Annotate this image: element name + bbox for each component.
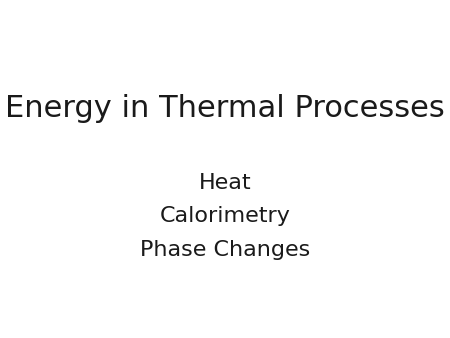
Text: Calorimetry: Calorimetry bbox=[160, 206, 290, 226]
Text: Heat: Heat bbox=[199, 172, 251, 193]
Text: Energy in Thermal Processes: Energy in Thermal Processes bbox=[5, 94, 445, 123]
Text: Phase Changes: Phase Changes bbox=[140, 240, 310, 260]
